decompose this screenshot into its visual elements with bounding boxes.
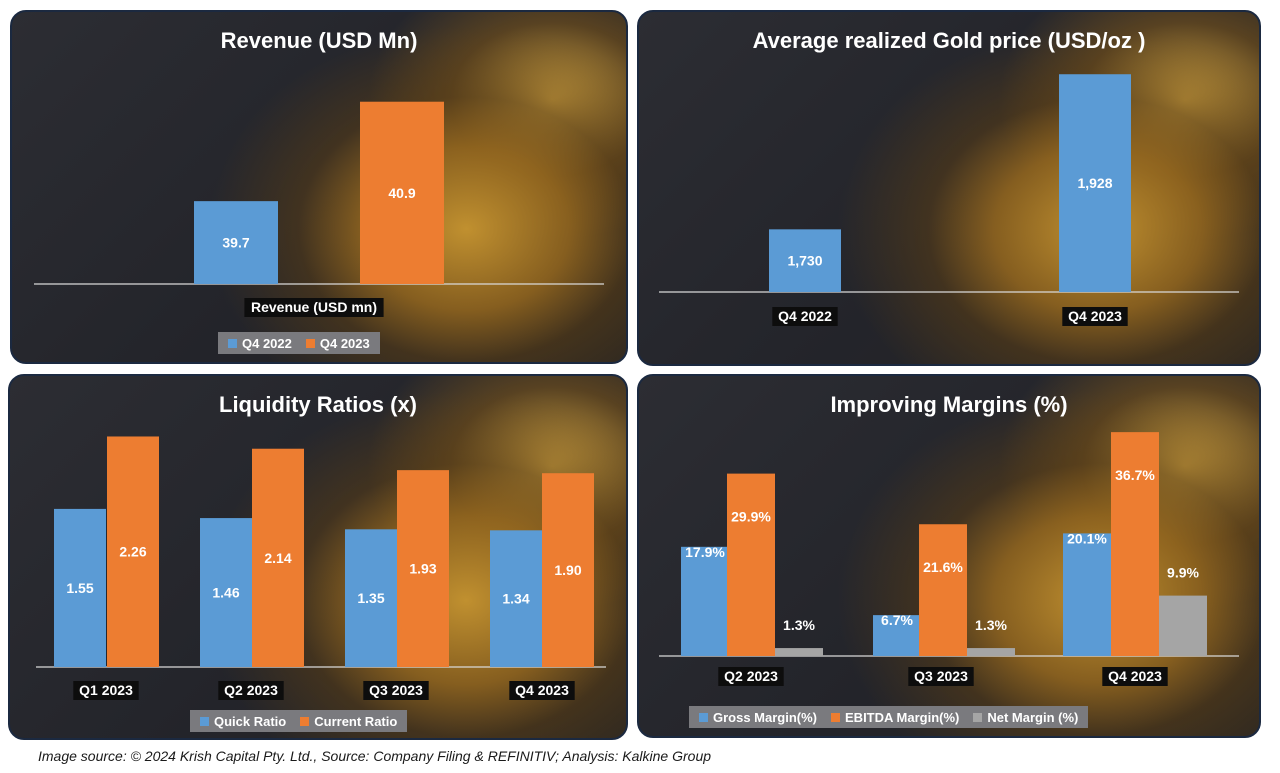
legend-item-net-margin: Net Margin (%) bbox=[973, 710, 1078, 725]
legend-swatch-orange bbox=[305, 338, 315, 348]
data-label-liquidity-2-0: 1.35 bbox=[357, 590, 384, 606]
data-label-margins-0-1: 29.9% bbox=[731, 509, 771, 525]
legend-swatch-gray bbox=[973, 712, 983, 722]
revenue-chart-panel: Revenue (USD Mn) 39.7 40.9 Revenue (USD mn… bbox=[10, 10, 628, 364]
data-label-revenue-0-1: 40.9 bbox=[388, 185, 415, 201]
gold-price-chart-panel: Average realized Gold price (USD/oz ) 1,… bbox=[637, 10, 1261, 366]
gold-price-chart-title: Average realized Gold price (USD/oz ) bbox=[752, 28, 1146, 53]
legend-label: Quick Ratio bbox=[214, 713, 287, 729]
category-label-liquidity-1: Q2 2023 bbox=[224, 682, 278, 698]
bar-gold-0 bbox=[769, 229, 841, 292]
bar-margins-1-2 bbox=[967, 648, 1015, 656]
bar-margins-0-2 bbox=[775, 648, 823, 656]
legend-swatch-orange bbox=[300, 716, 310, 726]
legend-item-gross-margin: Gross Margin(%) bbox=[699, 710, 817, 725]
data-label-gold-0: 1,730 bbox=[787, 253, 822, 269]
category-label-liquidity-2-bg bbox=[363, 681, 429, 700]
data-label-liquidity-1-0: 1.46 bbox=[212, 585, 239, 601]
legend-label: EBITDA Margin(%) bbox=[845, 709, 960, 725]
category-label-gold-0-bg bbox=[772, 307, 838, 326]
legend-label: Q4 2022 bbox=[242, 335, 292, 351]
bar-liquidity-0-0 bbox=[54, 508, 106, 667]
bar-margins-2-0 bbox=[1063, 533, 1111, 656]
legend-swatch-blue bbox=[200, 716, 209, 726]
category-label-margins-1-bg bbox=[908, 667, 974, 686]
bar-margins-2-1 bbox=[1111, 432, 1159, 656]
liquidity-chart-legend: Quick Ratio Current Ratio bbox=[190, 710, 408, 732]
bar-liquidity-1-1 bbox=[252, 448, 304, 667]
revenue-chart-legend: Q4 2022 Q4 2023 bbox=[218, 332, 380, 354]
data-label-liquidity-1-1: 2.14 bbox=[264, 550, 291, 566]
category-label-liquidity-3-bg bbox=[509, 681, 575, 700]
bar-liquidity-3-1 bbox=[542, 473, 594, 667]
bar-margins-0-0 bbox=[681, 546, 729, 656]
bar-revenue-0-1 bbox=[360, 101, 444, 284]
category-label-gold-1-bg bbox=[1062, 307, 1128, 326]
gold-price-chart-plot: 1,730 1,928 Q4 2022 Q4 2023 bbox=[659, 74, 1239, 326]
category-label-gold-0: Q4 2022 bbox=[778, 308, 832, 324]
data-label-margins-2-1: 36.7% bbox=[1115, 467, 1155, 483]
legend-item-current-ratio: Current Ratio bbox=[300, 714, 397, 729]
legend-item-q4-2022: Q4 2022 bbox=[228, 336, 292, 351]
liquidity-chart-panel: Liquidity Ratios (x) 1.55 2.26 1.46 2.14 1.3… bbox=[8, 374, 628, 740]
legend-swatch-blue bbox=[699, 712, 708, 722]
bar-margins-0-1 bbox=[727, 473, 775, 656]
legend-item-ebitda-margin: EBITDA Margin(%) bbox=[831, 710, 959, 725]
bar-revenue-0-0 bbox=[194, 201, 278, 284]
bar-liquidity-0-1 bbox=[107, 436, 159, 667]
legend-label: Gross Margin(%) bbox=[713, 709, 818, 725]
bar-liquidity-2-0 bbox=[345, 529, 397, 667]
category-label-margins-0-bg bbox=[718, 667, 784, 686]
margins-chart-panel: Improving Margins (%) 17.9% 29.9% 1.3% 6.7%… bbox=[637, 374, 1261, 738]
liquidity-chart-title: Liquidity Ratios (x) bbox=[219, 392, 417, 417]
bar-liquidity-2-1 bbox=[397, 470, 449, 667]
data-label-liquidity-0-0: 1.55 bbox=[66, 580, 93, 596]
category-label-margins-2: Q4 2023 bbox=[1108, 668, 1162, 684]
category-label-margins-0: Q2 2023 bbox=[724, 668, 778, 684]
bar-margins-2-2 bbox=[1159, 595, 1207, 656]
data-label-margins-1-0: 6.7% bbox=[881, 612, 913, 628]
data-label-margins-2-2: 9.9% bbox=[1167, 565, 1199, 581]
legend-item-q4-2023: Q4 2023 bbox=[305, 335, 370, 351]
category-label-margins-2-bg bbox=[1102, 667, 1168, 686]
data-label-revenue-0-0: 39.7 bbox=[222, 235, 249, 251]
legend-label: Current Ratio bbox=[314, 713, 398, 729]
image-source-caption: Image source: © 2024 Krish Capital Pty. … bbox=[38, 748, 712, 764]
revenue-chart-plot: 39.7 40.9 Revenue (USD mn) bbox=[34, 101, 604, 317]
data-label-margins-0-2: 1.3% bbox=[783, 617, 815, 633]
legend-swatch-blue bbox=[228, 338, 237, 348]
category-label-margins-1: Q3 2023 bbox=[914, 668, 968, 684]
bar-margins-1-0 bbox=[873, 615, 921, 656]
data-label-liquidity-3-0: 1.34 bbox=[502, 591, 529, 607]
data-label-liquidity-0-1: 2.26 bbox=[119, 544, 146, 560]
data-label-margins-1-1: 21.6% bbox=[923, 559, 963, 575]
legend-swatch-orange bbox=[831, 712, 841, 722]
liquidity-chart-plot: 1.55 2.26 1.46 2.14 1.35 1.93 1.34 1.90 Q1 2023 Q… bbox=[36, 436, 606, 700]
data-label-margins-1-2: 1.3% bbox=[975, 617, 1007, 633]
data-label-gold-1: 1,928 bbox=[1077, 175, 1112, 191]
bar-gold-1 bbox=[1059, 74, 1131, 292]
category-label-revenue-0-bg bbox=[244, 298, 384, 317]
bar-margins-1-1 bbox=[919, 524, 967, 656]
category-label-liquidity-1-bg bbox=[218, 681, 284, 700]
margins-chart-plot: 17.9% 29.9% 1.3% 6.7% 21.6% 1.3% 20.1% 36.7% 9.9… bbox=[659, 432, 1239, 686]
category-label-liquidity-0: Q1 2023 bbox=[79, 682, 133, 698]
legend-label: Q4 2023 bbox=[319, 335, 370, 351]
category-label-liquidity-2: Q3 2023 bbox=[369, 682, 423, 698]
data-label-liquidity-3-1: 1.90 bbox=[554, 562, 581, 578]
category-label-liquidity-3: Q4 2023 bbox=[515, 682, 569, 698]
category-label-liquidity-0-bg bbox=[73, 681, 139, 700]
category-label-revenue-0: Revenue (USD mn) bbox=[251, 299, 377, 315]
legend-label: Net Margin (%) bbox=[987, 709, 1079, 725]
revenue-chart-title: Revenue (USD Mn) bbox=[220, 28, 418, 53]
bar-liquidity-1-0 bbox=[200, 518, 252, 667]
legend-item-quick-ratio: Quick Ratio bbox=[200, 714, 286, 729]
margins-chart-title: Improving Margins (%) bbox=[830, 392, 1068, 417]
data-label-margins-0-0: 17.9% bbox=[685, 544, 725, 560]
data-label-liquidity-2-1: 1.93 bbox=[409, 561, 436, 577]
margins-chart-legend: Gross Margin(%) EBITDA Margin(%) Net Mar… bbox=[689, 706, 1089, 728]
data-label-margins-2-0: 20.1% bbox=[1067, 530, 1107, 546]
category-label-gold-1: Q4 2023 bbox=[1068, 308, 1122, 324]
bar-liquidity-3-0 bbox=[490, 530, 542, 667]
